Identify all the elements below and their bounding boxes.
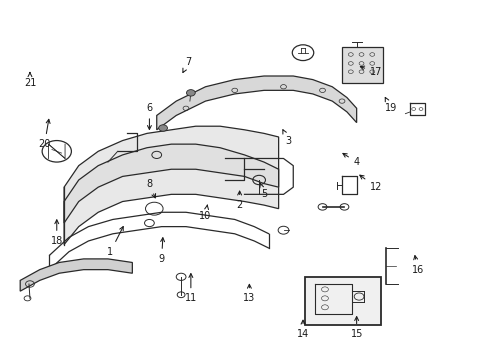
Text: 20: 20 <box>39 119 51 149</box>
Text: 5: 5 <box>259 184 266 199</box>
Polygon shape <box>157 76 356 130</box>
Text: 17: 17 <box>360 66 382 77</box>
Polygon shape <box>20 259 132 291</box>
Circle shape <box>186 90 195 96</box>
Polygon shape <box>64 144 278 223</box>
Text: 10: 10 <box>199 205 211 221</box>
Text: 15: 15 <box>350 317 362 339</box>
Bar <box>341 47 383 83</box>
Text: 13: 13 <box>243 284 255 303</box>
Text: 6: 6 <box>146 103 152 130</box>
Text: 19: 19 <box>384 98 396 113</box>
Text: 11: 11 <box>184 274 197 303</box>
Text: 4: 4 <box>342 153 359 167</box>
Text: 1: 1 <box>107 226 123 257</box>
Text: 9: 9 <box>158 238 164 264</box>
Text: 2: 2 <box>236 191 242 210</box>
Text: 16: 16 <box>410 256 423 275</box>
Polygon shape <box>64 126 278 244</box>
Text: 12: 12 <box>359 175 382 192</box>
Bar <box>305 277 380 325</box>
Text: 7: 7 <box>183 57 191 73</box>
Text: 8: 8 <box>146 179 155 198</box>
Text: 3: 3 <box>282 130 291 145</box>
Text: 21: 21 <box>24 72 36 88</box>
Text: 18: 18 <box>51 220 63 246</box>
Circle shape <box>158 125 167 131</box>
Text: 14: 14 <box>296 320 308 339</box>
